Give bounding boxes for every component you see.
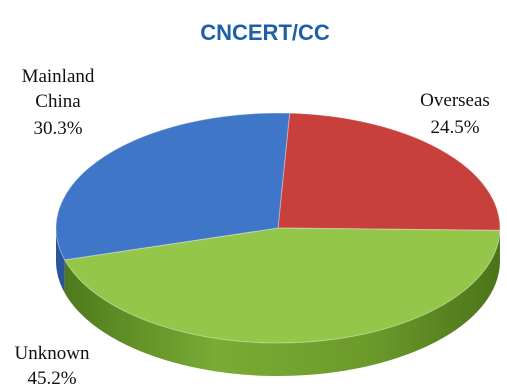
pie-side-wall bbox=[56, 228, 500, 377]
watermark-text: CNCERT/CC bbox=[200, 20, 330, 45]
pie-side-segment bbox=[56, 228, 65, 293]
slice-unknown bbox=[63, 227, 501, 344]
pie-side-segment bbox=[64, 230, 500, 377]
slice-label-line: Unknown bbox=[15, 343, 90, 364]
slice-label-line: Mainland bbox=[22, 66, 95, 87]
label-unknown: Unknown 45.2% bbox=[15, 343, 90, 387]
slice-label-line: China bbox=[35, 91, 81, 112]
slice-value-label: 45.2% bbox=[27, 368, 76, 387]
pie-top-face bbox=[55, 112, 501, 344]
slice-overseas bbox=[277, 112, 501, 231]
slice-value-label: 24.5% bbox=[430, 117, 479, 138]
label-overseas: Overseas 24.5% bbox=[420, 90, 490, 138]
slice-value-label: 30.3% bbox=[33, 118, 82, 139]
label-mainland-china: Mainland China 30.3% bbox=[22, 66, 95, 139]
slice-mainland-china bbox=[55, 112, 291, 261]
slice-label-line: Overseas bbox=[420, 90, 490, 111]
watermark-logo: CNCERT/CC bbox=[200, 20, 330, 45]
